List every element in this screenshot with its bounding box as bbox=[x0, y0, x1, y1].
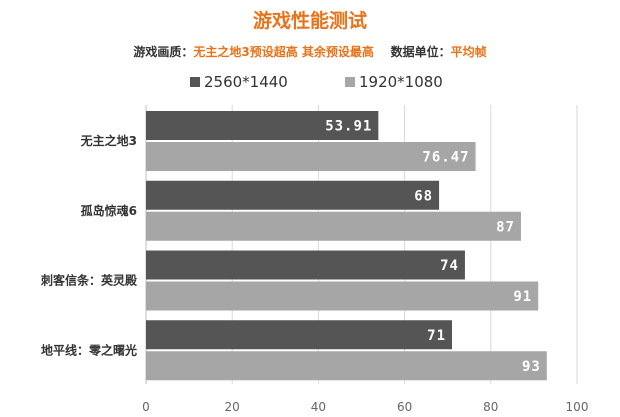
bar-light bbox=[146, 142, 476, 171]
legend-label: 2560*1440 bbox=[204, 73, 288, 91]
quality-label: 游戏画质： bbox=[133, 45, 194, 59]
x-tick-label: 60 bbox=[397, 400, 412, 414]
x-tick-label: 0 bbox=[142, 400, 150, 414]
value-label: 68 bbox=[414, 188, 433, 204]
legend-swatch bbox=[345, 77, 355, 87]
category-label: 地平线：零之曙光 bbox=[41, 342, 137, 357]
bar-light bbox=[146, 351, 547, 381]
category-label: 无主之地3 bbox=[80, 133, 137, 148]
value-label: 53.91 bbox=[325, 119, 372, 135]
value-label: 91 bbox=[513, 289, 532, 305]
unit-value: 平均帧 bbox=[450, 45, 487, 59]
value-label: 87 bbox=[496, 219, 515, 235]
quality-value: 无主之地3预设超高 其余预设最高 bbox=[193, 45, 374, 59]
bar-light bbox=[146, 211, 521, 241]
value-label: 93 bbox=[522, 359, 541, 375]
bar-dark bbox=[146, 250, 465, 280]
unit-label: 数据单位： bbox=[390, 45, 451, 59]
bar-light bbox=[146, 281, 539, 311]
value-label: 76.47 bbox=[422, 150, 469, 166]
value-labels: 53.91 76.47 68 87 74 91 71 93 bbox=[325, 119, 541, 375]
x-tick-label: 80 bbox=[483, 400, 498, 414]
category-label: 刺客信条：英灵殿 bbox=[40, 273, 138, 288]
x-tick-label: 40 bbox=[311, 400, 326, 414]
chart-subtitle: 游戏画质：无主之地3预设超高 其余预设最高 数据单位：平均帧 bbox=[0, 43, 620, 60]
bars bbox=[146, 111, 547, 381]
bar-dark bbox=[146, 320, 453, 350]
category-label: 孤岛惊魂6 bbox=[81, 203, 137, 218]
legend-label: 1920*1080 bbox=[359, 73, 443, 91]
chart-title: 游戏性能测试 bbox=[252, 10, 367, 32]
x-tick-label: 20 bbox=[225, 400, 240, 414]
bar-dark bbox=[146, 111, 379, 140]
legend-swatch bbox=[190, 77, 200, 87]
value-label: 71 bbox=[427, 328, 446, 344]
x-tick-label: 100 bbox=[566, 400, 589, 414]
legend: 2560*1440 1920*1080 bbox=[190, 73, 443, 91]
x-axis-ticks: 0 20 40 60 80 100 bbox=[142, 400, 588, 414]
value-label: 74 bbox=[440, 258, 459, 274]
bar-dark bbox=[146, 180, 440, 210]
